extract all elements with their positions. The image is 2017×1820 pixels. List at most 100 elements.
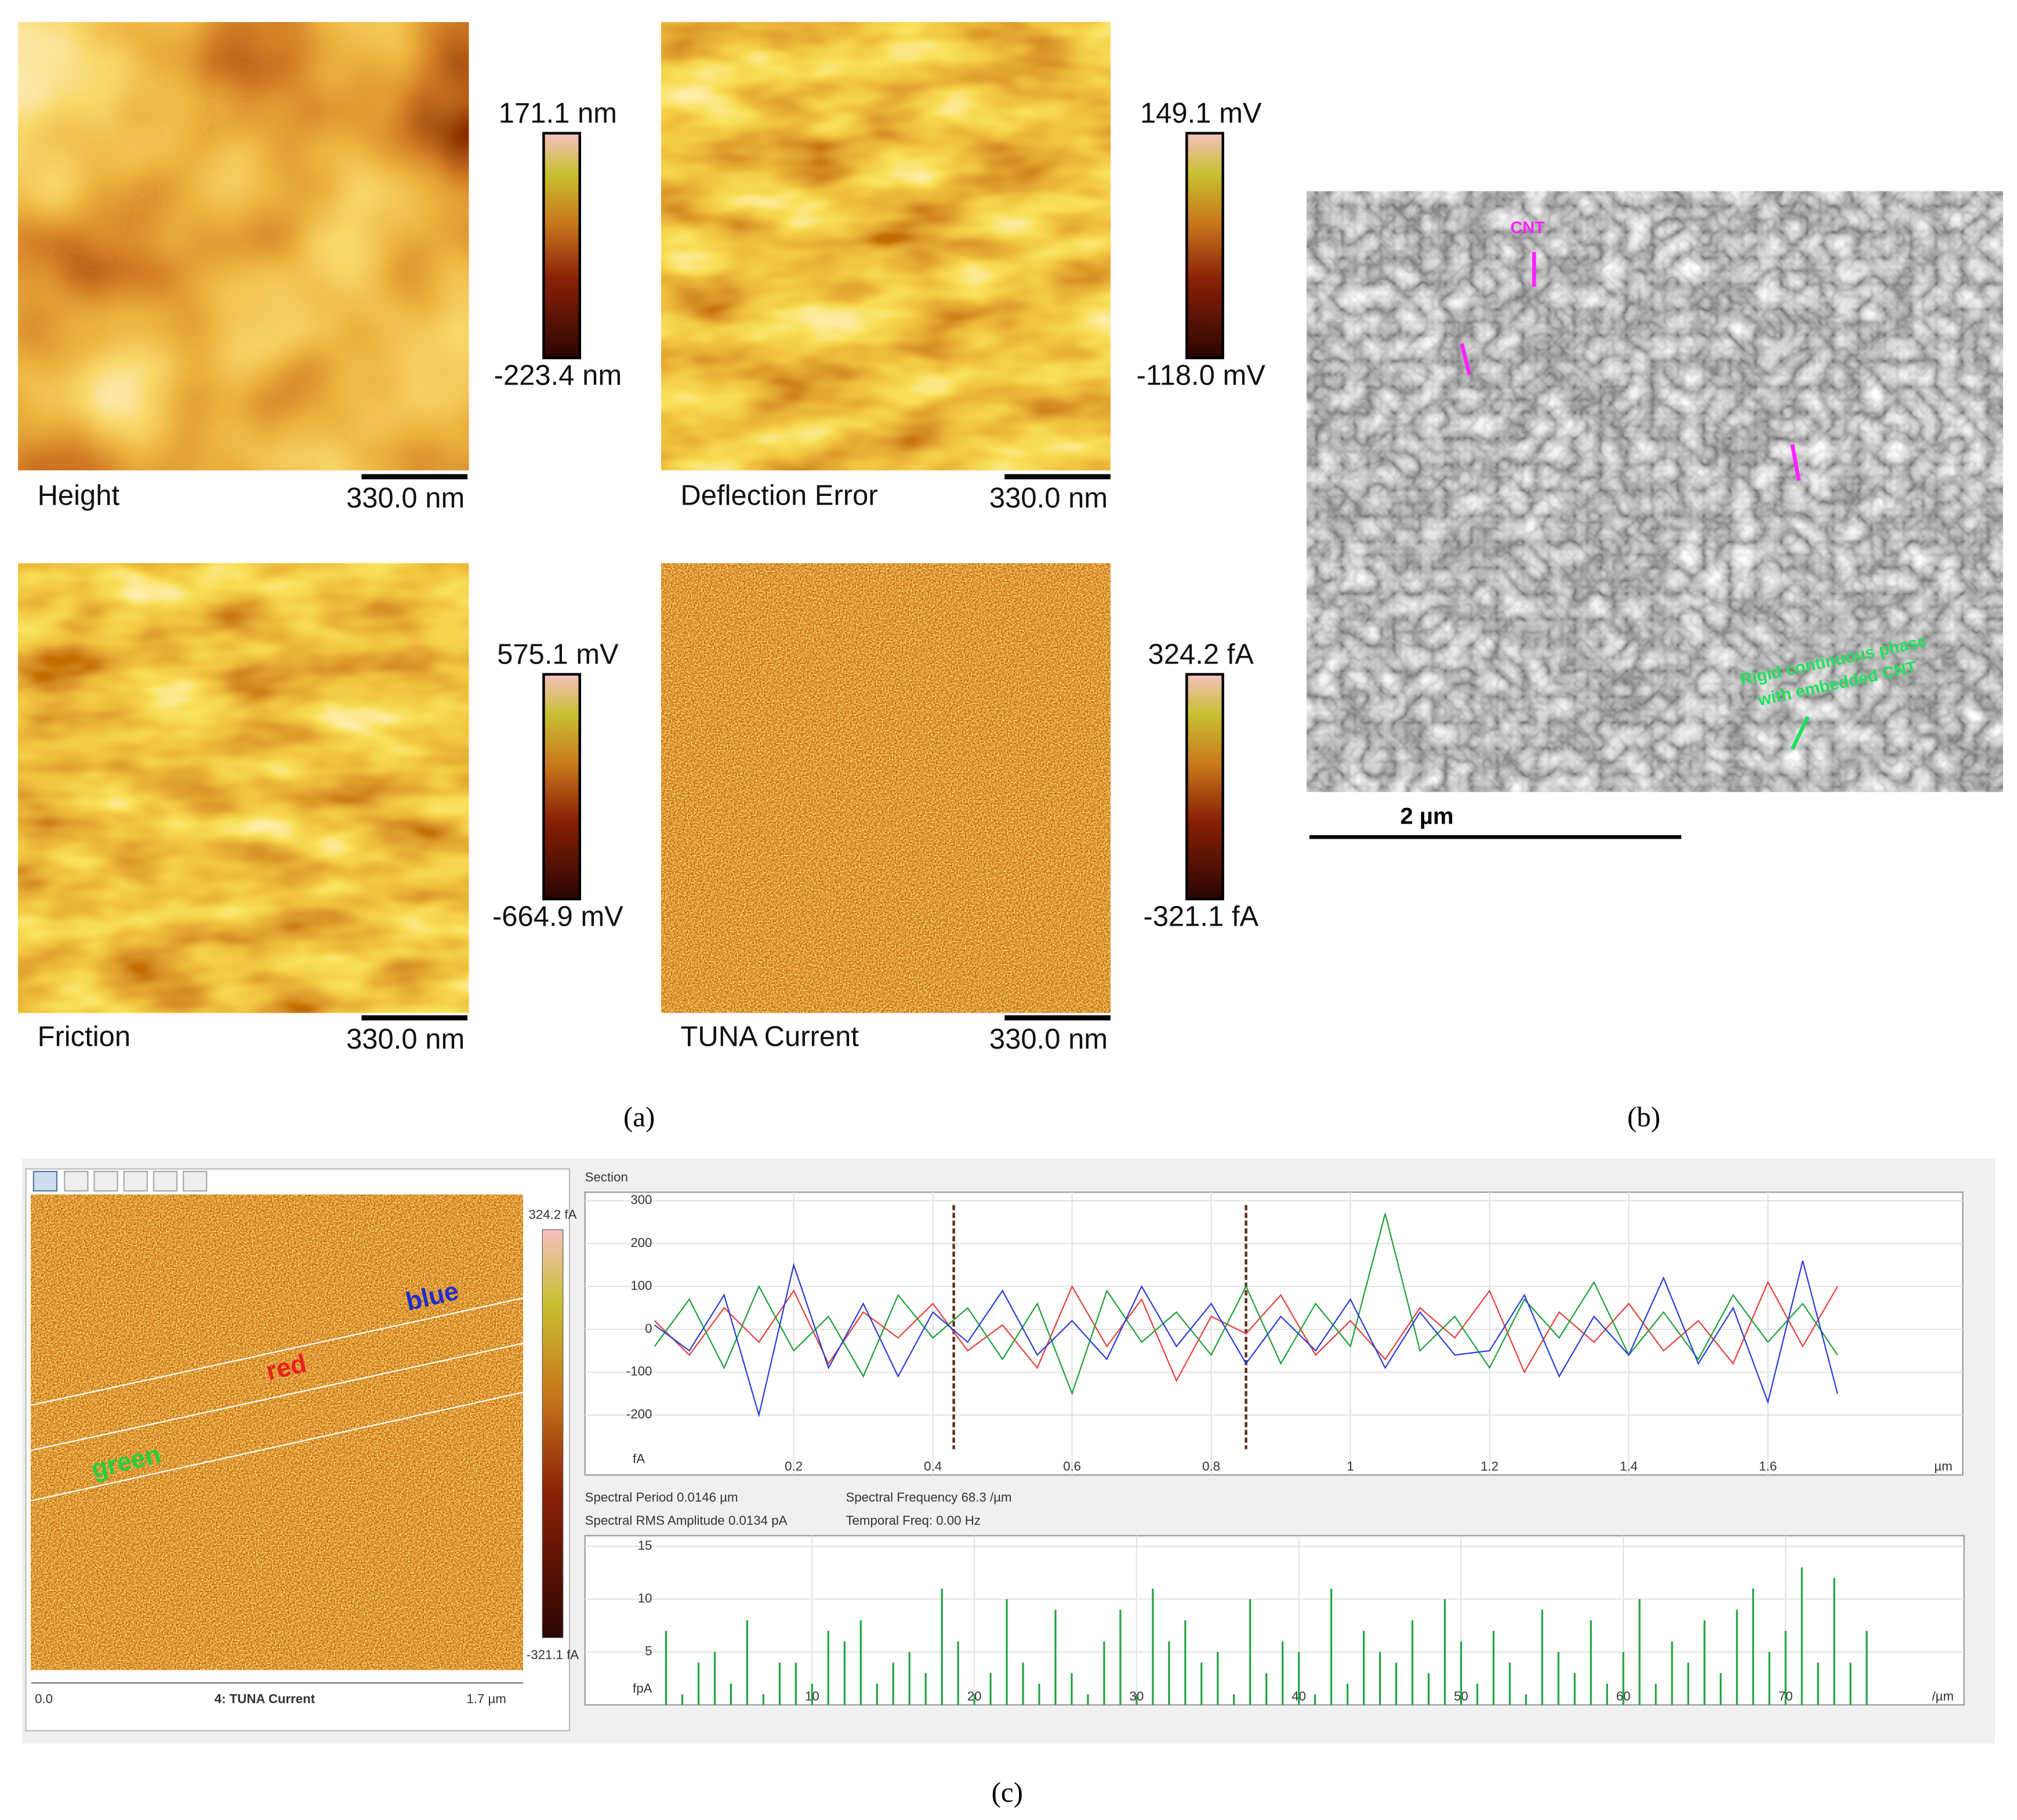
tool-button[interactable] (64, 1170, 89, 1192)
info: Temporal Freq: 0.00 Hz (846, 1513, 980, 1528)
info: Spectral Frequency 68.3 /µm (846, 1490, 1011, 1504)
scale-label: 330.0 nm (989, 1024, 1108, 1055)
tool-button[interactable] (93, 1170, 118, 1192)
section-line (31, 1391, 524, 1502)
bar (730, 1684, 732, 1705)
y-tick-label: 300 (630, 1192, 652, 1207)
bar (1265, 1673, 1268, 1705)
scale-label: 330.0 nm (989, 483, 1108, 514)
bar (1622, 1652, 1624, 1705)
tool-button[interactable] (153, 1170, 178, 1192)
section-title: Section (585, 1170, 628, 1184)
bar (1378, 1652, 1381, 1705)
tool-button[interactable] (123, 1170, 148, 1192)
bar (1330, 1588, 1333, 1705)
bar (1833, 1578, 1835, 1705)
bar (1768, 1652, 1771, 1705)
colorbar (542, 673, 581, 901)
bar (892, 1662, 894, 1705)
caption: (c) (992, 1777, 1023, 1808)
scale-label: 330.0 nm (346, 1024, 465, 1055)
bar (1541, 1609, 1543, 1705)
bar (941, 1588, 943, 1705)
friction-map (18, 563, 469, 1013)
bar (1314, 1694, 1316, 1705)
tool-button[interactable] (32, 1170, 58, 1192)
bar (908, 1652, 910, 1705)
bar (1184, 1620, 1187, 1705)
bar (843, 1641, 846, 1705)
bar (957, 1641, 959, 1705)
scale-label: 2 µm (1400, 803, 1453, 829)
bar (1866, 1630, 1868, 1705)
scale-label: 330.0 nm (346, 483, 465, 514)
bar (1849, 1662, 1852, 1705)
colorbar-min: -118.0 mV (1137, 360, 1266, 391)
bar (1508, 1662, 1511, 1705)
bar (1801, 1567, 1803, 1705)
bar (778, 1662, 781, 1705)
bar (762, 1694, 764, 1705)
y-tick-label: -200 (626, 1407, 652, 1422)
x-tick-label: 0.2 (785, 1459, 803, 1474)
y-tick-label: 5 (645, 1644, 652, 1658)
map-label: Friction (38, 1021, 131, 1052)
bar (1752, 1588, 1754, 1705)
caption: (a) (623, 1101, 655, 1133)
caption: (b) (1627, 1101, 1660, 1133)
bar (1411, 1620, 1414, 1705)
colorbar-max: 149.1 mV (1140, 97, 1262, 129)
toolbar[interactable] (32, 1170, 208, 1192)
bar (1249, 1599, 1251, 1705)
map-label: Deflection Error (680, 480, 877, 512)
colorbar (1185, 673, 1224, 901)
colorbar-max: 171.1 nm (499, 97, 617, 129)
bar (1087, 1694, 1089, 1705)
height-map (18, 22, 469, 470)
bar (1784, 1630, 1787, 1705)
info: Spectral RMS Amplitude 0.0134 pA (585, 1513, 788, 1528)
series-line (654, 1260, 1838, 1418)
y-unit: fpA (633, 1681, 652, 1696)
sem-image (1307, 191, 2003, 792)
bar (1573, 1673, 1576, 1705)
bar (1363, 1630, 1365, 1705)
y-tick-label: 100 (630, 1278, 652, 1293)
tool-button[interactable] (183, 1170, 208, 1192)
bar (811, 1684, 813, 1705)
section-line (31, 1342, 524, 1451)
tuna-map (31, 1194, 523, 1670)
deflection-map (661, 22, 1111, 470)
bar (827, 1630, 829, 1705)
colorbar-min: -664.9 mV (492, 901, 623, 932)
map-title: 4: TUNA Current (215, 1691, 315, 1706)
colorbar-min: -223.4 nm (494, 360, 622, 391)
bar (1525, 1694, 1527, 1705)
bar (795, 1662, 797, 1705)
bar (1638, 1599, 1641, 1705)
y-unit: fA (633, 1451, 645, 1466)
x-tick-label: 1 (1347, 1459, 1354, 1474)
colorbar (542, 132, 581, 360)
y-tick-label: 0 (645, 1321, 652, 1336)
arrow (1460, 343, 1472, 375)
bar (924, 1673, 927, 1705)
axis-label: 1.7 µm (466, 1691, 506, 1706)
bar (1119, 1609, 1122, 1705)
series-line (654, 1213, 1838, 1396)
x-unit: µm (1934, 1459, 1952, 1474)
x-tick-label: 1.4 (1620, 1459, 1638, 1474)
bar (1703, 1620, 1706, 1705)
y-tick-label: 200 (630, 1235, 652, 1250)
bar (1103, 1641, 1105, 1705)
y-tick-label: 10 (638, 1591, 652, 1605)
bar (1200, 1662, 1203, 1705)
bar (1168, 1641, 1170, 1705)
bar (1071, 1673, 1073, 1705)
plot-frame (584, 1535, 1965, 1706)
bar (1152, 1588, 1154, 1705)
bar (973, 1694, 975, 1705)
bar (1590, 1620, 1592, 1705)
bar (713, 1652, 716, 1705)
bar (1427, 1673, 1430, 1705)
